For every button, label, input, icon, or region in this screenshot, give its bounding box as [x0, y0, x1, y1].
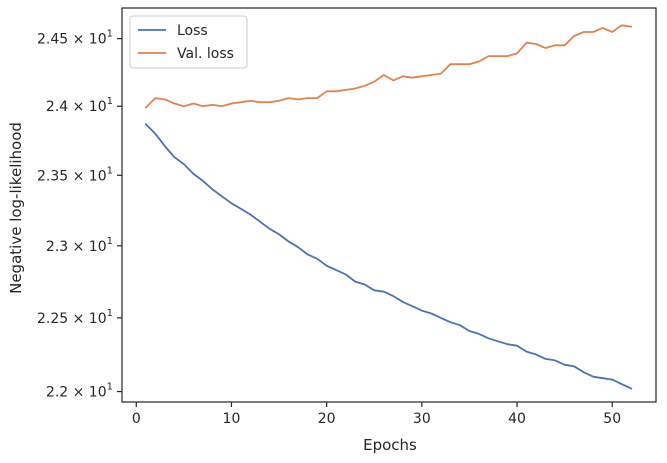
x-tick-label: 10 — [223, 411, 241, 427]
y-tick-label: 2.35 × 101 — [37, 165, 113, 184]
legend-frame — [129, 15, 248, 69]
plot-frame — [121, 7, 657, 403]
x-tick-label: 40 — [508, 411, 526, 427]
legend-label: Loss — [177, 23, 208, 39]
series-line-1 — [144, 24, 633, 109]
x-tick-label: 30 — [413, 411, 431, 427]
x-tick-label: 0 — [132, 411, 141, 427]
y-tick-label: 2.4 × 101 — [46, 96, 113, 115]
x-tick-label: 20 — [318, 411, 336, 427]
y-tick-label: 2.45 × 101 — [37, 29, 113, 48]
y-axis-label: Negative log-likelihood — [7, 122, 25, 294]
legend-label: Val. loss — [177, 46, 234, 62]
x-tick-label: 50 — [603, 411, 621, 427]
y-axis: 2.2 × 101 2.25 × 101 2.3 × 101 2.35 × 101 2.… — [37, 29, 122, 401]
y-tick-label: 2.3 × 101 — [46, 236, 113, 255]
y-tick-label: 2.2 × 101 — [46, 382, 113, 401]
series-line-0 — [144, 123, 633, 390]
x-axis: 0 10 20 30 40 50 — [132, 402, 621, 427]
x-axis-label: Epochs — [363, 436, 417, 454]
plot-area — [121, 7, 657, 403]
legend: Loss Val. loss — [129, 15, 248, 69]
y-tick-label: 2.25 × 101 — [37, 308, 113, 327]
